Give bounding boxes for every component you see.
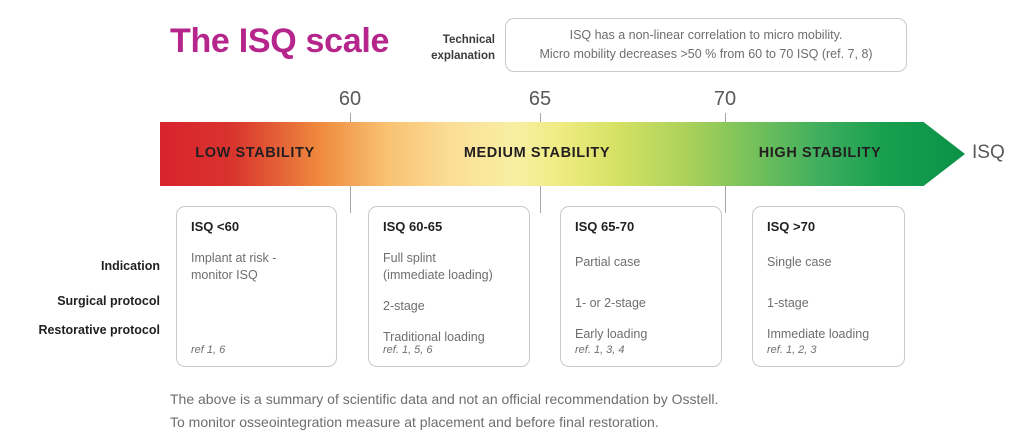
tick-label-60: 60 [338, 88, 362, 110]
tick-label-70: 70 [713, 88, 737, 110]
footer-line1: The above is a summary of scientific dat… [170, 391, 719, 407]
spacer [383, 284, 515, 298]
card-title: ISQ 60-65 [383, 219, 443, 234]
card-surgical-protocol: 2-stage [383, 299, 425, 313]
technical-explanation-box: ISQ has a non-linear correlation to micr… [505, 18, 907, 72]
footer-disclaimer: The above is a summary of scientific dat… [170, 388, 718, 434]
card-indication-line2: (immediate loading) [383, 268, 493, 282]
spacer [191, 240, 322, 250]
card-indication-line2: monitor ISQ [191, 268, 258, 282]
card-indication-line1: Full splint [383, 251, 436, 265]
card-surgical-protocol: 1-stage [767, 296, 809, 310]
card-title: ISQ >70 [767, 219, 816, 234]
isq-card-65-70[interactable]: ISQ 65-70 Partial case 1- or 2-stage Ear… [560, 206, 722, 367]
card-restorative-protocol: Early loading [575, 327, 648, 341]
card-reference: ref. 1, 2, 3 [767, 344, 817, 356]
isq-card-60-65[interactable]: ISQ 60-65 Full splint (immediate loading… [368, 206, 530, 367]
technical-explanation-label-line2: explanation [431, 50, 495, 62]
footer-line2: To monitor osseointegration measure at p… [170, 414, 659, 430]
row-label-restorative-protocol: Restorative protocol [38, 323, 160, 337]
spacer [383, 315, 515, 329]
card-reference: ref. 1, 3, 4 [575, 344, 625, 356]
page-title: The ISQ scale [170, 22, 390, 60]
card-reference: ref 1, 6 [191, 344, 226, 356]
stability-gradient-arrow [160, 122, 965, 186]
spacer [767, 312, 890, 326]
spacer [575, 285, 707, 295]
isq-card-above-70[interactable]: ISQ >70 Single case 1-stage Immediate lo… [752, 206, 905, 367]
card-title: ISQ 65-70 [575, 219, 635, 234]
card-surgical-protocol: 1- or 2-stage [575, 296, 646, 310]
row-label-indication: Indication [100, 259, 160, 273]
spacer [575, 240, 707, 254]
technical-explanation-line2: Micro mobility decreases >50 % from 60 t… [539, 47, 873, 61]
card-restorative-protocol: Traditional loading [383, 330, 485, 344]
spacer [767, 240, 890, 254]
spacer [575, 271, 707, 285]
card-indication-line1: Implant at risk - [191, 251, 277, 265]
card-indication-line1: Single case [767, 255, 832, 269]
isq-card-low[interactable]: ISQ <60 Implant at risk - monitor ISQ re… [176, 206, 337, 367]
card-restorative-protocol: Immediate loading [767, 327, 870, 341]
band-label-medium: MEDIUM STABILITY [463, 145, 611, 161]
card-title: ISQ <60 [191, 219, 240, 234]
row-label-surgical-protocol: Surgical protocol [57, 294, 160, 308]
technical-explanation-label-line1: Technical [442, 34, 495, 46]
spacer [575, 312, 707, 326]
spacer [767, 285, 890, 295]
spacer [383, 240, 515, 250]
technical-explanation-line1: ISQ has a non-linear correlation to micr… [569, 28, 843, 42]
card-indication-line1: Partial case [575, 255, 641, 269]
isq-axis-label: ISQ [972, 142, 1005, 163]
tick-label-65: 65 [528, 88, 552, 110]
band-label-low: LOW STABILITY [195, 145, 315, 161]
band-label-high: HIGH STABILITY [758, 145, 882, 161]
technical-explanation-label: Technical explanation [395, 32, 495, 64]
spacer [767, 271, 890, 285]
card-reference: ref. 1, 5, 6 [383, 344, 433, 356]
